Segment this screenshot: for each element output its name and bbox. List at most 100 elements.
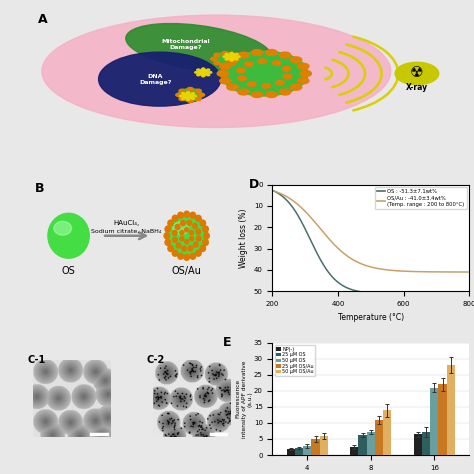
Text: ☢: ☢ bbox=[410, 65, 424, 81]
Circle shape bbox=[196, 215, 201, 221]
Circle shape bbox=[300, 71, 311, 76]
Circle shape bbox=[298, 78, 309, 84]
Circle shape bbox=[209, 72, 212, 73]
Circle shape bbox=[238, 89, 249, 95]
Circle shape bbox=[298, 64, 309, 69]
Circle shape bbox=[229, 55, 234, 58]
Text: X-ray: X-ray bbox=[406, 83, 428, 91]
Ellipse shape bbox=[126, 24, 272, 72]
Circle shape bbox=[195, 98, 201, 100]
Circle shape bbox=[182, 246, 187, 251]
Circle shape bbox=[186, 91, 190, 93]
Circle shape bbox=[203, 70, 206, 71]
Circle shape bbox=[185, 228, 189, 232]
Circle shape bbox=[245, 62, 253, 66]
Circle shape bbox=[165, 239, 171, 246]
Circle shape bbox=[190, 212, 196, 218]
Circle shape bbox=[213, 53, 237, 65]
Circle shape bbox=[395, 62, 439, 85]
Bar bbox=[367, 432, 375, 455]
Circle shape bbox=[275, 81, 284, 85]
Circle shape bbox=[182, 93, 184, 94]
Circle shape bbox=[200, 246, 206, 251]
Circle shape bbox=[190, 253, 196, 259]
Circle shape bbox=[232, 58, 235, 59]
Circle shape bbox=[191, 96, 193, 98]
Circle shape bbox=[234, 55, 237, 56]
Ellipse shape bbox=[99, 52, 221, 106]
Circle shape bbox=[202, 75, 205, 77]
Circle shape bbox=[233, 57, 239, 61]
Circle shape bbox=[187, 220, 191, 225]
Y-axis label: Fluorescence
intensity of APF derivative
(a.u.): Fluorescence intensity of APF derivative… bbox=[236, 360, 252, 438]
Circle shape bbox=[197, 74, 200, 76]
Circle shape bbox=[166, 213, 207, 258]
Circle shape bbox=[198, 71, 201, 73]
Circle shape bbox=[180, 231, 184, 235]
Bar bbox=[287, 448, 295, 455]
Bar bbox=[350, 447, 358, 455]
Circle shape bbox=[214, 53, 220, 56]
Bar bbox=[311, 439, 320, 455]
Legend: OS : -51.3±7.1wt%, OS/Au : -41.0±3.4wt%
(Temp. range : 200 to 800°C): OS : -51.3±7.1wt%, OS/Au : -41.0±3.4wt% … bbox=[374, 187, 466, 209]
Circle shape bbox=[180, 95, 182, 97]
Circle shape bbox=[182, 96, 186, 98]
Circle shape bbox=[227, 84, 238, 90]
Circle shape bbox=[203, 239, 209, 246]
X-axis label: Temperature (°C): Temperature (°C) bbox=[338, 312, 404, 321]
Circle shape bbox=[186, 99, 190, 100]
Circle shape bbox=[191, 94, 193, 96]
Circle shape bbox=[200, 70, 203, 71]
Circle shape bbox=[182, 94, 186, 96]
Circle shape bbox=[247, 82, 256, 86]
Circle shape bbox=[207, 74, 210, 76]
Circle shape bbox=[220, 64, 231, 69]
Text: OS: OS bbox=[62, 265, 75, 276]
Circle shape bbox=[185, 97, 188, 99]
Circle shape bbox=[203, 73, 206, 75]
Circle shape bbox=[273, 61, 281, 65]
Circle shape bbox=[214, 62, 220, 64]
Text: Sodium citrate, NaBH₄: Sodium citrate, NaBH₄ bbox=[91, 228, 162, 234]
Circle shape bbox=[199, 93, 205, 96]
Text: A: A bbox=[37, 13, 47, 26]
Bar bbox=[414, 434, 422, 455]
Circle shape bbox=[181, 220, 185, 226]
Circle shape bbox=[184, 255, 190, 260]
Bar bbox=[447, 365, 455, 455]
Circle shape bbox=[165, 226, 171, 232]
Circle shape bbox=[190, 237, 193, 241]
Circle shape bbox=[185, 95, 191, 97]
Text: DNA
Damage?: DNA Damage? bbox=[139, 74, 172, 84]
Circle shape bbox=[182, 98, 184, 100]
Bar bbox=[422, 432, 430, 455]
Circle shape bbox=[279, 52, 291, 58]
Circle shape bbox=[188, 93, 191, 95]
Circle shape bbox=[200, 73, 203, 75]
Circle shape bbox=[178, 212, 183, 218]
Circle shape bbox=[191, 98, 194, 100]
Circle shape bbox=[196, 236, 201, 241]
Circle shape bbox=[225, 54, 228, 55]
Circle shape bbox=[172, 250, 178, 256]
Text: B: B bbox=[35, 182, 45, 195]
Circle shape bbox=[237, 56, 240, 57]
Bar bbox=[303, 446, 311, 455]
Bar bbox=[358, 435, 367, 455]
Circle shape bbox=[191, 93, 194, 94]
Circle shape bbox=[180, 237, 184, 241]
Circle shape bbox=[230, 53, 236, 56]
Circle shape bbox=[220, 78, 231, 84]
Circle shape bbox=[235, 58, 238, 60]
Circle shape bbox=[230, 62, 236, 64]
Circle shape bbox=[193, 242, 198, 247]
Circle shape bbox=[164, 233, 170, 239]
Circle shape bbox=[223, 56, 226, 57]
Circle shape bbox=[200, 220, 206, 226]
Circle shape bbox=[198, 73, 201, 74]
Circle shape bbox=[232, 54, 235, 55]
Circle shape bbox=[204, 233, 210, 239]
Circle shape bbox=[235, 54, 238, 55]
Text: C-2: C-2 bbox=[146, 355, 165, 365]
Circle shape bbox=[226, 55, 229, 56]
